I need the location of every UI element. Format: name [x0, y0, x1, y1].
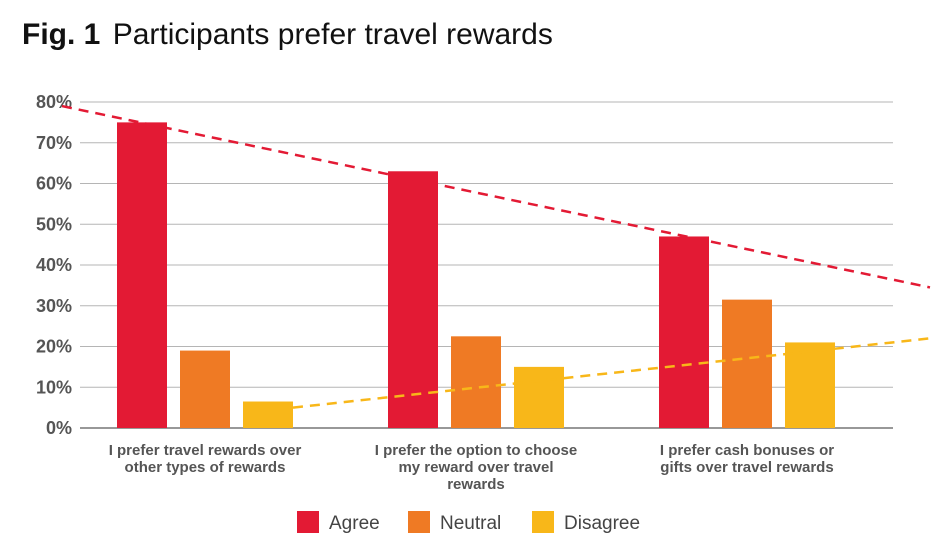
legend-swatch-neutral	[408, 511, 430, 533]
bar-disagree	[243, 401, 293, 428]
x-category-line: I prefer the option to choose	[375, 442, 578, 459]
x-category-line: I prefer travel rewards over	[109, 442, 302, 459]
y-tick-label: 10%	[36, 377, 72, 397]
bar-neutral	[722, 299, 772, 428]
y-tick-label: 30%	[36, 296, 72, 316]
x-category-line: rewards	[447, 476, 505, 493]
x-category-line: my reward over travel	[398, 459, 553, 476]
legend-label-neutral: Neutral	[440, 513, 501, 534]
x-category-label: I prefer travel rewards over other types …	[109, 442, 302, 476]
trendline-disagree	[292, 337, 931, 409]
legend-swatch-disagree	[532, 511, 554, 533]
x-category-line: I prefer cash bonuses or	[660, 442, 834, 459]
legend: Agree Neutral Disagree	[297, 511, 640, 534]
figure-label: Fig. 1	[22, 18, 101, 51]
x-category-line: gifts over travel rewards	[660, 459, 833, 476]
bar-agree	[117, 122, 167, 428]
trendline-agree	[61, 104, 931, 289]
y-tick-label: 80%	[36, 92, 72, 112]
y-tick-label: 20%	[36, 337, 72, 357]
bar-neutral	[451, 336, 501, 428]
y-tick-label: 40%	[36, 255, 72, 275]
legend-label-disagree: Disagree	[564, 513, 640, 534]
y-tick-label: 50%	[36, 214, 72, 234]
bars	[117, 122, 835, 428]
legend-swatch-agree	[297, 511, 319, 533]
bar-disagree	[785, 342, 835, 428]
bar-agree	[388, 171, 438, 428]
x-category-label: I prefer cash bonuses or gifts over trave…	[660, 442, 834, 476]
y-tick-label: 0%	[46, 418, 72, 438]
x-category-line: other types of rewards	[125, 459, 286, 476]
trendlines	[61, 104, 931, 409]
figure-title: Participants prefer travel rewards	[112, 18, 553, 51]
bar-agree	[659, 236, 709, 428]
x-category-label: I prefer the option to choose my reward o…	[375, 442, 578, 493]
bar-neutral	[180, 350, 230, 428]
chart-title: Fig. 1 Participants prefer travel reward…	[22, 18, 553, 52]
y-tick-label: 70%	[36, 133, 72, 153]
legend-label-agree: Agree	[329, 513, 380, 534]
x-axis: I prefer travel rewards over other types …	[109, 442, 835, 493]
y-tick-label: 60%	[36, 174, 72, 194]
bar-disagree	[514, 366, 564, 428]
y-axis: 0% 10% 20% 30% 40% 50% 60% 70% 80%	[36, 92, 72, 438]
